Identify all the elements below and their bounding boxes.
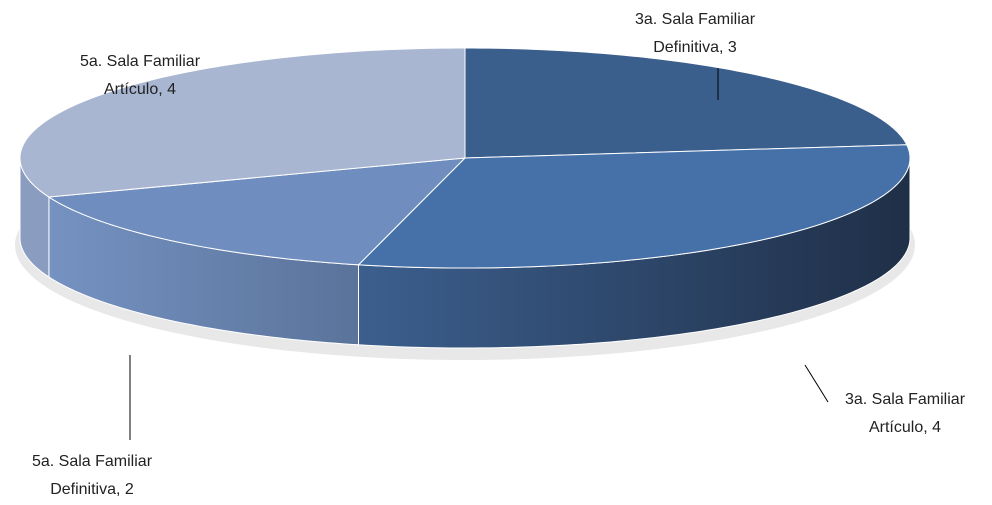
data-label: 5a. Sala Familiar — [32, 453, 153, 470]
data-label: Artículo, 4 — [869, 419, 941, 436]
slice — [464, 47, 908, 159]
data-label: 3a. Sala Familiar — [845, 391, 966, 408]
data-label: 3a. Sala Familiar — [635, 11, 756, 28]
data-label: Definitiva, 3 — [653, 39, 737, 56]
data-label: Definitiva, 2 — [50, 481, 134, 498]
slice — [357, 144, 911, 269]
slice — [47, 157, 467, 266]
leader-line — [804, 364, 829, 403]
data-label: Artículo, 4 — [104, 81, 176, 98]
slice — [19, 47, 466, 198]
data-label: 5a. Sala Familiar — [80, 53, 201, 70]
